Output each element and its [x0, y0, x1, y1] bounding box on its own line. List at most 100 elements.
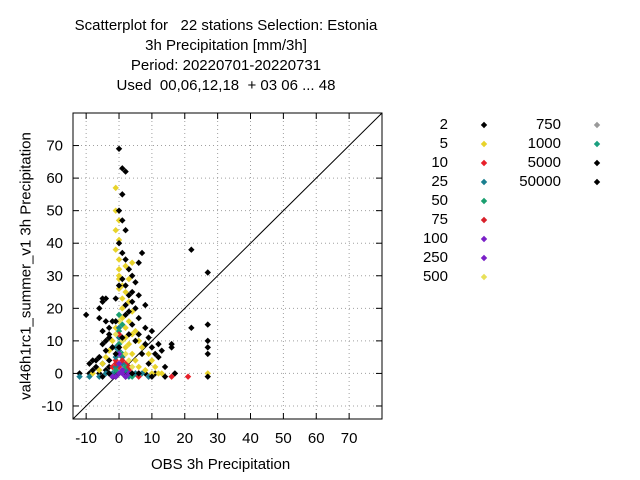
data-point [112, 295, 119, 302]
data-point [128, 272, 136, 279]
data-point [115, 360, 123, 367]
data-point [115, 266, 123, 273]
data-point [119, 282, 126, 289]
x-tick-label: -10 [75, 430, 97, 447]
data-point [125, 331, 133, 338]
x-tick-label: 70 [341, 430, 358, 447]
data-point [112, 353, 119, 361]
data-point [125, 308, 133, 315]
data-point [119, 370, 126, 377]
data-point [105, 370, 113, 377]
legend-label: 5 [440, 135, 448, 152]
data-point [125, 340, 133, 348]
data-point [102, 337, 110, 345]
data-point [171, 370, 179, 377]
legend-label: 5000 [528, 154, 561, 171]
legend-marker [480, 254, 488, 262]
data-point [135, 363, 142, 371]
data-point [102, 370, 110, 377]
data-point [158, 347, 165, 354]
data-point [115, 340, 123, 348]
data-point [112, 350, 119, 358]
data-point [105, 331, 113, 338]
legend-marker [480, 140, 488, 148]
data-point [135, 373, 142, 380]
data-point [109, 318, 116, 325]
data-point [128, 288, 136, 296]
data-point [115, 363, 123, 371]
data-point [132, 370, 139, 377]
x-tick-label: 30 [209, 430, 226, 447]
data-point [135, 337, 142, 345]
data-point [155, 340, 162, 348]
data-point [89, 357, 96, 364]
data-point [188, 324, 195, 332]
data-point [128, 321, 136, 328]
data-point [128, 308, 136, 315]
data-point [109, 363, 116, 371]
data-point [122, 168, 129, 175]
data-point [135, 370, 142, 377]
data-point [102, 347, 110, 354]
data-point [204, 344, 211, 351]
data-point [109, 344, 116, 351]
data-point [122, 262, 129, 270]
data-point [99, 373, 106, 380]
data-point [112, 360, 119, 367]
data-point [119, 275, 126, 283]
data-point [109, 370, 116, 377]
plot-frame [72, 112, 383, 420]
data-point [128, 363, 136, 371]
data-point [122, 334, 129, 341]
data-point [119, 191, 126, 198]
data-point [115, 217, 123, 224]
data-point [132, 337, 139, 345]
data-point [155, 353, 162, 361]
data-point [112, 184, 119, 192]
data-point [151, 350, 159, 358]
y-tick-label: 50 [46, 203, 63, 220]
y-tick-label: 60 [46, 170, 63, 187]
data-point [115, 327, 123, 335]
data-point [122, 350, 129, 358]
data-point [115, 282, 123, 289]
x-axis-label: OBS 3h Precipitation [151, 456, 291, 473]
data-point [128, 331, 136, 338]
data-point [96, 370, 103, 377]
data-point [92, 363, 100, 371]
y-axis-label: val46h1rc1_summer_v1 3h Precipitation [17, 132, 35, 400]
legend-marker [593, 121, 601, 129]
data-point [138, 344, 146, 351]
data-point [115, 350, 123, 358]
data-point [168, 344, 175, 351]
data-point [204, 370, 211, 377]
data-point [122, 288, 129, 296]
data-point [112, 318, 119, 325]
data-point [89, 366, 96, 374]
data-point [112, 344, 119, 351]
data-point [128, 350, 136, 358]
data-point [112, 373, 119, 380]
data-point [119, 334, 126, 341]
data-point [115, 311, 123, 319]
data-point [145, 373, 152, 380]
legend-label: 25 [431, 173, 448, 190]
data-point [135, 331, 142, 338]
data-point [128, 373, 136, 380]
data-point [89, 370, 96, 377]
points-layer [73, 113, 382, 419]
data-point [145, 350, 152, 358]
data-point [142, 324, 149, 332]
data-point [102, 366, 110, 374]
y-tick-label: 70 [46, 138, 63, 155]
data-point [119, 357, 126, 364]
chart-title-line-1: Scatterplot for 22 stations Selection: E… [74, 17, 378, 34]
legend-marker [480, 235, 488, 243]
data-point [204, 269, 211, 276]
legend-marker [593, 159, 601, 167]
data-point [109, 373, 116, 380]
data-point [138, 370, 146, 377]
data-point [105, 334, 113, 341]
data-point [145, 360, 152, 367]
